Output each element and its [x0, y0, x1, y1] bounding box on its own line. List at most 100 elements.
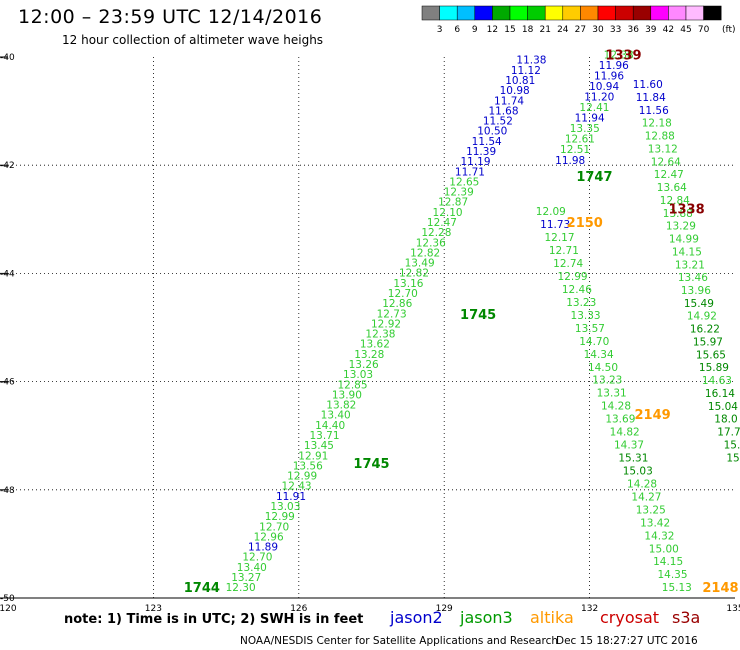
swh-value-label: 13.62	[360, 339, 390, 351]
swh-value-label: 13.40	[321, 410, 351, 422]
swh-value-label: 14.40	[315, 420, 345, 432]
swh-value-label: 13.12	[648, 143, 678, 155]
swh-value-label: 13.16	[393, 278, 423, 290]
color-scale-tick: 45	[680, 25, 691, 35]
swh-value-label: 13.64	[657, 182, 687, 194]
longitude-label: 135	[726, 604, 740, 614]
swh-value-label: 14.28	[627, 478, 657, 490]
swh-value-label: 12.91	[298, 450, 328, 462]
color-scale-legend: 3 6 9 12 15 18 21 24 27 30 33 36 39 42 45 70 (ft)	[421, 5, 736, 35]
page-subtitle: 12 hour collection of altimeter wave hei…	[62, 33, 324, 47]
pass-time-label: 1338	[668, 202, 704, 217]
swh-value-label: 11.84	[636, 92, 666, 104]
swh-value-label: 11.94	[575, 113, 605, 125]
pass-time-label: 1744	[184, 581, 220, 596]
color-scale-tick: 39	[645, 25, 657, 35]
swh-value-label: 15.00	[649, 543, 679, 555]
swh-value-label: 12.88	[645, 131, 675, 143]
swh-value-label: 11.73	[540, 219, 570, 231]
color-scale-tick: 24	[557, 25, 569, 35]
swh-value-label: 12.87	[438, 197, 468, 209]
swh-value-label: 15.49	[684, 298, 714, 310]
swh-value-label: 12.86	[382, 298, 412, 310]
swh-value-label: 13.45	[304, 440, 334, 452]
swh-value-label: 13.03	[343, 369, 373, 381]
swh-value-label: 13.40	[237, 562, 267, 574]
swh-value-label: 15.97	[693, 336, 723, 348]
swh-value-label: 10.98	[500, 85, 530, 97]
swh-value-label: 11.20	[584, 91, 614, 103]
swh-value-label: 12.85	[337, 379, 367, 391]
swh-value-label: 15.13	[662, 582, 692, 594]
legend-cryosat: cryosat	[600, 608, 660, 627]
swh-value-label: 14.28	[601, 401, 631, 413]
swh-value-label: 13.25	[636, 504, 666, 516]
swh-value-label: 13.96	[681, 285, 711, 297]
swh-value-label: 12.38	[604, 49, 634, 61]
swh-value-label: 13.46	[678, 272, 708, 284]
swh-value-label: 12.47	[427, 217, 457, 229]
color-scale-tick: 27	[575, 25, 586, 35]
swh-value-label: 15.31	[618, 453, 648, 465]
latitude-label: -42	[0, 161, 15, 171]
swh-value-label: 12.92	[371, 318, 401, 330]
legend-altika: altika	[530, 608, 574, 627]
color-scale-tick: 15	[504, 25, 515, 35]
swh-value-label: 12.30	[226, 582, 256, 594]
swh-value-label: 15.04	[708, 401, 738, 413]
legend-jason2: jason2	[390, 608, 443, 627]
swh-value-label: 11.54	[472, 136, 502, 148]
swh-value-label: 11.56	[639, 105, 669, 117]
longitude-label: 132	[581, 604, 598, 614]
swh-value-label: 15.65	[696, 349, 726, 361]
swh-value-label: 11.74	[494, 95, 524, 107]
pass-time-label: 1745	[460, 308, 496, 323]
color-scale-unit: (ft)	[722, 25, 736, 35]
color-scale-tick: 21	[539, 25, 550, 35]
swh-value-label: 12.17	[544, 232, 574, 244]
swh-value-label: 11.96	[599, 60, 629, 72]
swh-value-label: 13.21	[675, 259, 705, 271]
color-swatch	[703, 5, 722, 21]
color-scale-tick: 9	[472, 25, 478, 35]
swh-value-label: 13.27	[231, 572, 261, 584]
swh-value-label: 14.35	[657, 569, 687, 581]
color-scale-tick: 12	[487, 25, 498, 35]
swh-value-label: 13.31	[597, 388, 627, 400]
swh-value-label: 12.43	[282, 481, 312, 493]
swh-value-label: 13.42	[640, 517, 670, 529]
swh-value-label: 13.56	[293, 460, 323, 472]
swh-value-label: 13.82	[326, 400, 356, 412]
pass-time-label: 1747	[576, 170, 612, 185]
legend-s3a: s3a	[672, 608, 701, 627]
swh-value-label: 12.47	[654, 169, 684, 181]
swh-value-label: 12.84	[660, 195, 690, 207]
swh-value-label: 12.73	[377, 308, 407, 320]
swh-value-label: 17.7	[717, 427, 740, 439]
swh-value-label: 10.81	[505, 75, 535, 87]
swh-value-label: 12.99	[287, 471, 317, 483]
swh-value-label: 12.65	[449, 176, 479, 188]
swh-value-label: 11.91	[276, 491, 306, 503]
swh-value-label: 14.82	[610, 427, 640, 439]
swh-value-label: 12.70	[242, 552, 272, 564]
swh-value-label: 13.69	[605, 414, 635, 426]
generated-timestamp: Dec 15 18:27:27 UTC 2016	[556, 635, 698, 647]
swh-value-label: 11.71	[455, 166, 485, 178]
latitude-label: -50	[0, 594, 15, 604]
pass-time-label: 2149	[635, 408, 671, 423]
legend-jason3: jason3	[460, 608, 513, 627]
swh-value-label: 12.09	[536, 206, 566, 218]
swh-value-label: 15.89	[699, 362, 729, 374]
swh-value-label: 12.82	[410, 247, 440, 259]
pass-time-label: 2150	[567, 216, 603, 231]
swh-value-label: 13.71	[309, 430, 339, 442]
swh-value-label: 14.37	[614, 440, 644, 452]
swh-value-label: 11.12	[511, 65, 541, 77]
swh-value-label: 11.96	[594, 70, 624, 82]
swh-value-label: 12.99	[558, 271, 588, 283]
footnote: note: 1) Time is in UTC; 2) SWH is in fe…	[64, 612, 364, 627]
swh-value-label: 12.18	[642, 118, 672, 130]
swh-value-label: 12.70	[259, 521, 289, 533]
color-scale-tick: 3	[437, 25, 443, 35]
